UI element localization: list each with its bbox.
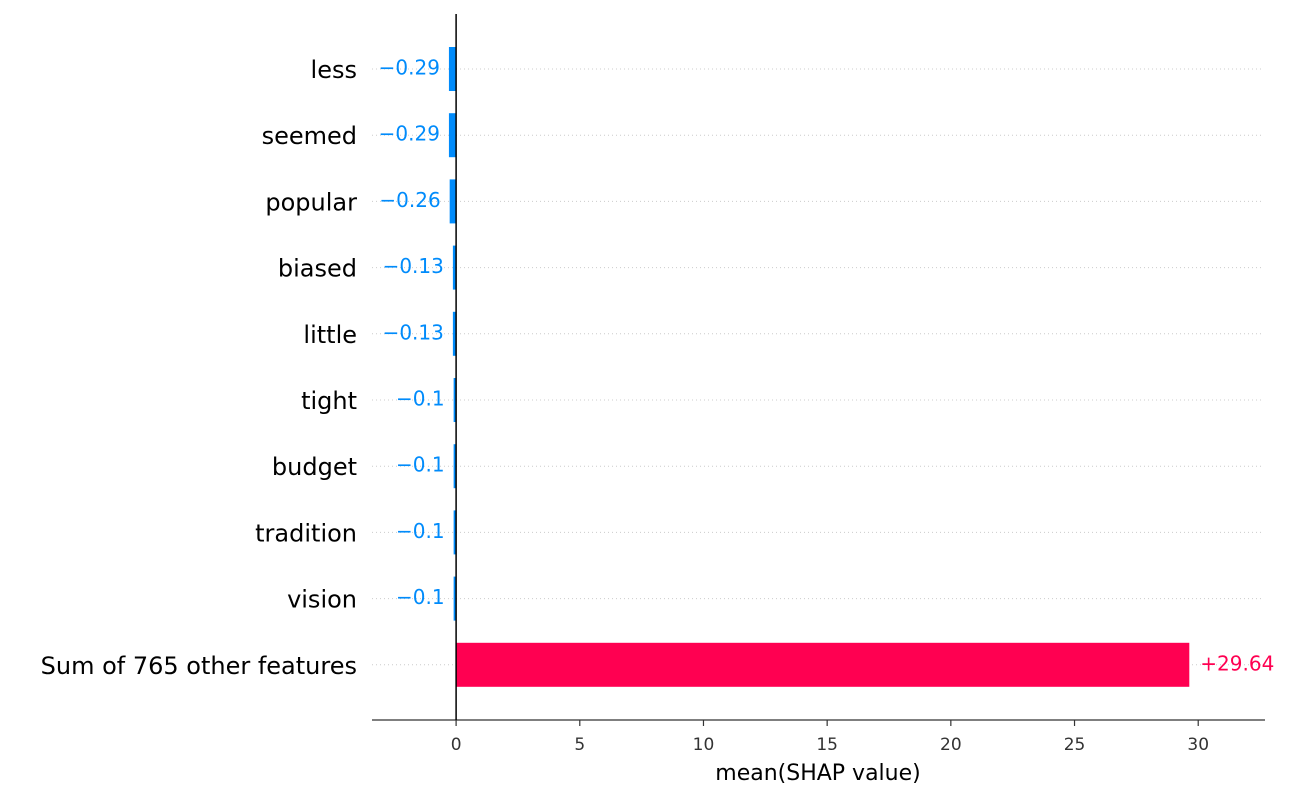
x-tick-label: 0: [451, 735, 462, 755]
category-label: popular: [265, 188, 357, 216]
value-label: −0.29: [379, 56, 440, 80]
value-label: −0.1: [396, 519, 445, 543]
value-label: −0.29: [379, 122, 440, 146]
value-label: −0.1: [396, 387, 445, 411]
category-label: little: [303, 321, 357, 349]
value-label: −0.1: [396, 453, 445, 477]
value-label: −0.13: [383, 320, 444, 344]
category-label: tight: [301, 387, 357, 415]
x-tick-label: 15: [816, 735, 838, 755]
bar: [448, 47, 457, 91]
category-label: biased: [278, 255, 357, 283]
bar: [453, 444, 457, 489]
bar: [453, 510, 457, 555]
bar: [448, 113, 457, 158]
bar: [449, 179, 457, 224]
x-tick-label: 20: [940, 735, 962, 755]
value-label: −0.1: [396, 585, 445, 609]
x-tick-label: 10: [693, 735, 715, 755]
bar: [452, 245, 457, 290]
bar: [456, 642, 1190, 687]
x-tick-label: 25: [1064, 735, 1086, 755]
bar: [453, 378, 457, 422]
bar: [452, 311, 457, 356]
category-label: vision: [287, 586, 357, 614]
category-label: budget: [272, 453, 357, 481]
x-tick-label: 5: [574, 735, 585, 755]
bar: [453, 576, 457, 621]
value-label: +29.64: [1200, 651, 1274, 675]
category-label: tradition: [255, 519, 357, 547]
category-label: seemed: [262, 122, 357, 150]
x-tick-label: 30: [1187, 735, 1209, 755]
value-label: −0.26: [379, 188, 440, 212]
x-axis-label: mean(SHAP value): [715, 761, 920, 786]
category-label: less: [311, 56, 357, 84]
value-label: −0.13: [383, 254, 444, 278]
category-label: Sum of 765 other features: [41, 652, 357, 680]
